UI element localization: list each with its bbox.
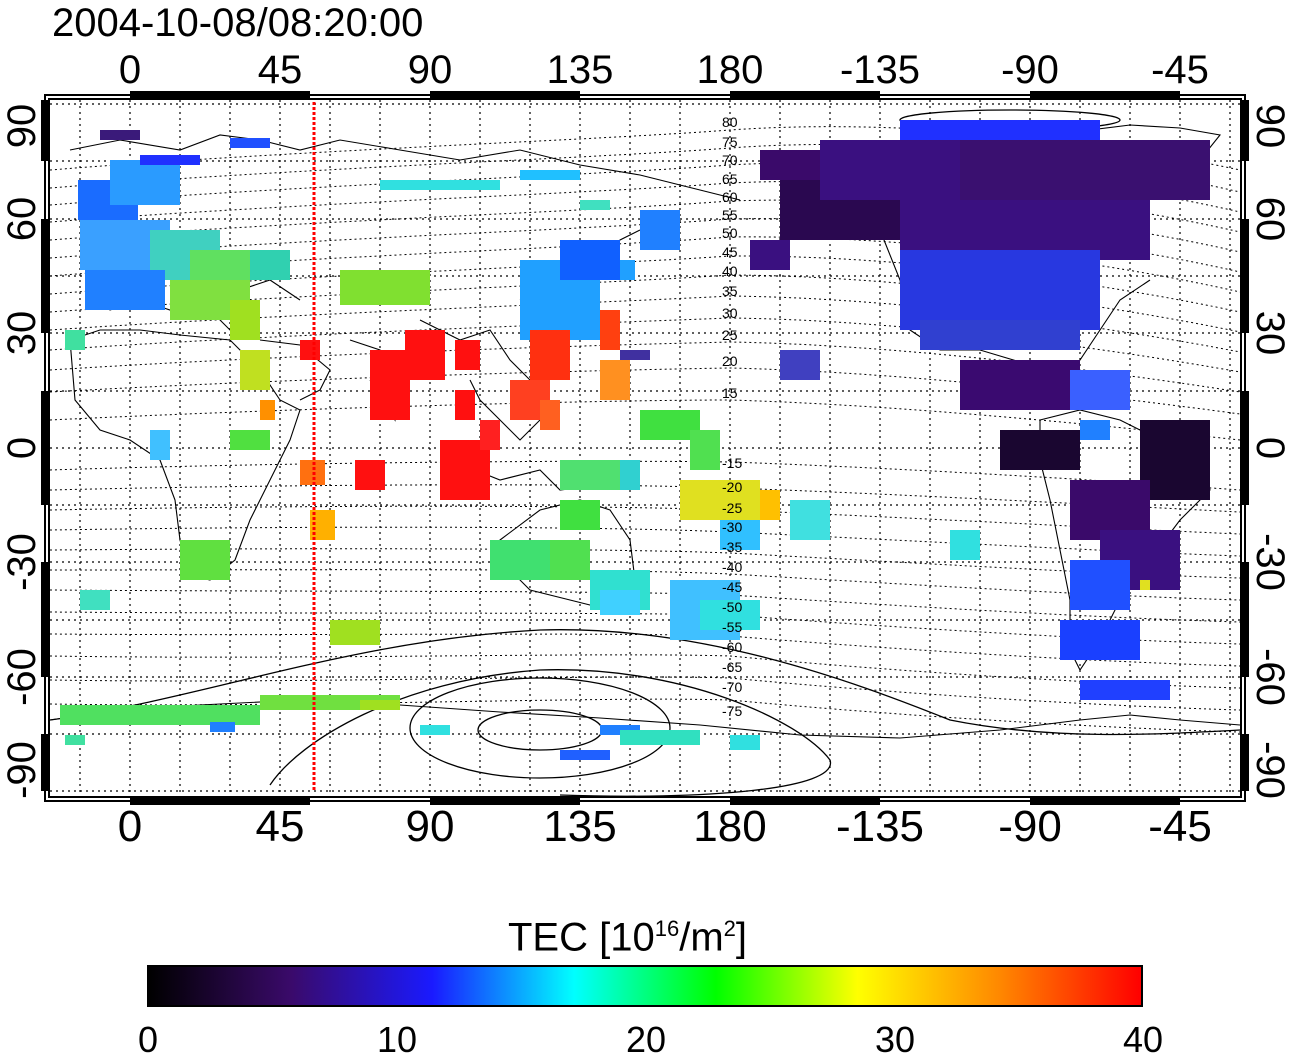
lat-tick-left-2: 30 [0,310,44,356]
contour-labels-south: -15 -20 -25 -30 -35 -40 -45 -50 -55 -60 -65 -70 -75 [722,455,742,719]
tec-data-patches [60,120,1210,760]
colorbar-title-unit-exponent: 2 [723,916,736,941]
contour-label: -50 [722,599,742,615]
colorbar-tick-4: 40 [1122,1019,1164,1060]
colorbar-title-end: ] [735,915,748,960]
colorbar [147,965,1143,1007]
contour-label: -60 [722,639,742,655]
lon-tick-top-1: 45 [257,48,303,92]
contour-label: -75 [722,703,742,719]
contour-label: 65 [722,171,738,187]
lon-tick-bottom-3: 135 [543,802,617,851]
lon-tick-bottom-7: -45 [1148,802,1212,851]
lat-tick-left-4: -30 [0,533,44,591]
lon-tick-bottom-2: 90 [405,802,455,851]
lon-tick-top-3: 135 [546,48,614,92]
frame-scale-bars [41,91,1249,805]
colorbar-tick-2: 20 [625,1019,667,1060]
contour-label: -25 [722,500,742,516]
contour-label: 55 [722,207,738,223]
lat-tick-right-2: 30 [1248,310,1292,356]
contour-label: 30 [722,305,738,321]
lon-tick-top-0: 0 [118,48,142,92]
lon-tick-bottom-5: -135 [835,802,925,851]
contour-label: -65 [722,659,742,675]
lat-tick-left-5: -60 [0,648,44,706]
contour-label: -70 [722,679,742,695]
contour-label: -40 [722,559,742,575]
contour-label: -35 [722,539,742,555]
lon-tick-bottom-4: 180 [693,802,767,851]
colorbar-title-exponent: 16 [654,916,680,941]
lat-tick-right-4: -30 [1248,533,1292,591]
lat-tick-right-3: 0 [1248,436,1292,460]
contour-label: 80 [722,114,738,130]
contour-label: -55 [722,619,742,635]
colorbar-tick-3: 30 [874,1019,916,1060]
lon-tick-top-4: 180 [696,48,764,92]
lat-tick-right-0: 90 [1248,103,1292,149]
contour-label: 75 [722,134,738,150]
lat-tick-left-6: -90 [0,741,44,799]
lon-tick-top-5: -135 [839,48,921,92]
lat-tick-right-1: 60 [1248,196,1292,242]
contour-label: -20 [722,479,742,495]
lat-tick-left-1: 60 [0,196,44,242]
colorbar-title-unit: /m [679,915,724,960]
lat-tick-right-6: -90 [1248,741,1292,799]
contour-labels-north: 80 75 70 65 60 55 50 45 40 35 30 25 20 15 [722,114,738,401]
contour-label: 40 [722,263,738,279]
contour-label: 25 [722,327,738,343]
lon-tick-bottom-6: -90 [998,802,1062,851]
contour-label: 35 [722,283,738,299]
lon-tick-top-2: 90 [407,48,453,92]
contour-label: -45 [722,579,742,595]
map-title: 2004-10-08/08:20:00 [52,1,424,45]
colorbar-tick-0: 0 [137,1019,159,1060]
contour-label: 50 [722,225,738,241]
lat-tick-left-0: 90 [0,103,44,149]
lon-tick-top-6: -90 [1001,48,1059,92]
colorbar-title-main: TEC [10 [508,915,655,960]
contour-label: 60 [722,189,738,205]
lat-tick-right-5: -60 [1248,648,1292,706]
contour-label: -15 [722,455,742,471]
colorbar-tick-1: 10 [376,1019,418,1060]
contour-label: 70 [722,152,738,168]
contour-label: -30 [722,519,742,535]
lon-tick-bottom-1: 45 [255,802,305,851]
contour-label: 20 [722,353,738,369]
contour-label: 15 [722,385,738,401]
lon-tick-bottom-0: 0 [117,802,143,851]
lon-tick-top-7: -45 [1151,48,1209,92]
lat-tick-left-3: 0 [0,436,44,460]
contour-label: 45 [722,244,738,260]
colorbar-title: TEC [1016/m2] [508,905,747,961]
